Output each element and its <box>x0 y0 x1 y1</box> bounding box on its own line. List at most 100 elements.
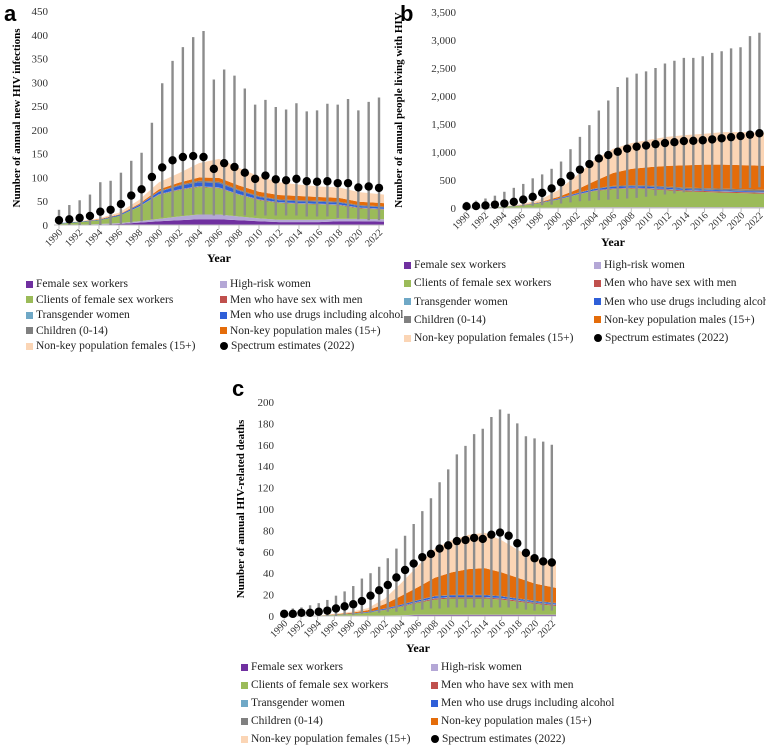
x-tick-label: 2020 <box>343 227 365 249</box>
legend-item: Female sex workers <box>26 278 128 290</box>
legend-label: Non-key population males (15+) <box>604 313 755 326</box>
legend-item: Non-key population females (15+) <box>404 332 573 344</box>
area-clients-of-female-sex-workers <box>59 186 384 225</box>
legend-dot-icon <box>594 334 602 343</box>
chart-panel-a: 0501001502002503003504004501990199219941… <box>11 6 385 265</box>
spectrum-estimate-point <box>209 164 219 174</box>
spectrum-estimate-point <box>444 541 453 550</box>
y-tick-label: 500 <box>440 175 457 187</box>
y-tick-label: 20 <box>263 590 275 602</box>
legend-swatch-icon <box>404 334 411 342</box>
spectrum-estimate-point <box>366 591 375 600</box>
spectrum-estimate-point <box>400 565 410 575</box>
spectrum-estimate-point <box>364 182 373 191</box>
legend-label: Clients of female sex workers <box>251 679 389 691</box>
y-tick-label: 200 <box>32 125 49 137</box>
legend-swatch-icon <box>431 663 438 671</box>
area-female-sex-workers <box>59 219 384 225</box>
spectrum-estimate-point <box>219 158 229 168</box>
spectrum-estimate-point <box>116 199 126 209</box>
spectrum-estimate-point <box>755 129 764 138</box>
area-clients-of-female-sex-workers <box>284 598 556 616</box>
y-tick-label: 50 <box>37 196 49 208</box>
spectrum-estimate-point <box>585 159 594 169</box>
y-tick-label: 3,500 <box>431 7 456 19</box>
spectrum-estimate-point <box>556 178 566 187</box>
legend-item: Men who have sex with men <box>594 277 737 289</box>
spectrum-estimate-point <box>314 607 323 616</box>
x-tick-label: 1998 <box>123 227 145 249</box>
spectrum-estimate-point <box>689 136 698 145</box>
legend-item: High-risk women <box>594 259 685 271</box>
panel-letter-a: a <box>4 1 17 26</box>
x-tick-label: 2014 <box>283 227 305 249</box>
x-tick-label: 2020 <box>725 210 747 232</box>
spectrum-estimate-point <box>679 136 689 146</box>
y-tick-label: 0 <box>451 203 457 215</box>
x-tick-label: 2002 <box>163 227 185 249</box>
legend-swatch-icon <box>26 342 33 350</box>
chart-panel-c: 0204060801001201401601802001990199219941… <box>235 397 558 655</box>
legend-label: Children (0-14) <box>251 715 323 727</box>
legend-item: Non-key population males (15+) <box>594 314 755 326</box>
spectrum-estimate-point <box>547 184 556 193</box>
legend-swatch-icon <box>241 663 248 671</box>
legend-label: Female sex workers <box>251 661 343 673</box>
legend-item: Spectrum estimates (2022) <box>594 332 728 344</box>
legend-item: Clients of female sex workers <box>241 679 388 691</box>
legend-item: Non-key population males (15+) <box>431 715 592 727</box>
area-non-key-population-males-15- <box>284 568 556 616</box>
spectrum-estimate-point <box>340 602 349 611</box>
spectrum-estimate-point <box>147 172 157 182</box>
legend-label: Female sex workers <box>414 259 506 271</box>
spectrum-estimate-point <box>137 185 146 194</box>
legend-swatch-icon <box>241 699 248 707</box>
x-tick-label: 1994 <box>83 227 105 249</box>
spectrum-estimate-point <box>481 201 490 210</box>
spectrum-estimate-point <box>707 135 717 144</box>
spectrum-estimate-point <box>504 531 513 540</box>
area-high-risk-women <box>59 214 384 225</box>
y-tick-label: 300 <box>32 77 49 89</box>
legend-label: Non-key population males (15+) <box>230 324 381 337</box>
legend-label: Men who use drugs including alcohol <box>230 309 404 321</box>
panel-letter-c: c <box>232 376 245 401</box>
x-tick-label: 2014 <box>670 210 692 232</box>
y-tick-label: 60 <box>263 547 275 559</box>
y-tick-label: 400 <box>32 30 49 42</box>
x-tick-label: 2022 <box>744 210 766 232</box>
legend-label: Men who use drugs including alcohol <box>441 697 615 709</box>
legend-label: Children (0-14) <box>36 324 108 337</box>
legend-label: Clients of female sex workers <box>414 277 552 290</box>
legend-dot-icon <box>431 735 439 743</box>
spectrum-estimate-point <box>288 609 298 619</box>
spectrum-estimate-point <box>240 168 250 177</box>
x-tick-label: 1992 <box>63 227 85 249</box>
y-tick-label: 200 <box>258 397 275 409</box>
legend-item: Transgender women <box>404 296 508 308</box>
legend-swatch-icon <box>404 316 411 324</box>
y-tick-label: 160 <box>258 440 275 452</box>
legend-item: Men who use drugs including alcohol <box>594 296 766 308</box>
area-non-key-population-males-15- <box>59 177 384 224</box>
area-non-key-population-males-15- <box>466 164 764 208</box>
legend-label: High-risk women <box>441 661 522 673</box>
spectrum-estimate-point <box>302 177 311 186</box>
legend-label: Men who have sex with men <box>230 293 363 306</box>
spectrum-estimate-point <box>418 552 427 562</box>
spectrum-estimate-point <box>96 207 105 216</box>
legend-item: Men who have sex with men <box>431 679 574 691</box>
spectrum-estimate-point <box>392 573 401 582</box>
y-tick-label: 0 <box>43 220 49 232</box>
x-tick-label: 2012 <box>263 227 285 249</box>
x-tick-label: 2000 <box>143 227 165 249</box>
y-tick-label: 180 <box>258 418 275 430</box>
legend-item: Children (0-14) <box>404 314 486 326</box>
y-tick-label: 350 <box>32 54 49 66</box>
legend-item: Transgender women <box>26 309 130 321</box>
spectrum-estimate-point <box>279 609 289 619</box>
spectrum-estimate-point <box>736 131 745 141</box>
legend-label: Clients of female sex workers <box>36 293 174 306</box>
legend-swatch-icon <box>431 699 438 707</box>
